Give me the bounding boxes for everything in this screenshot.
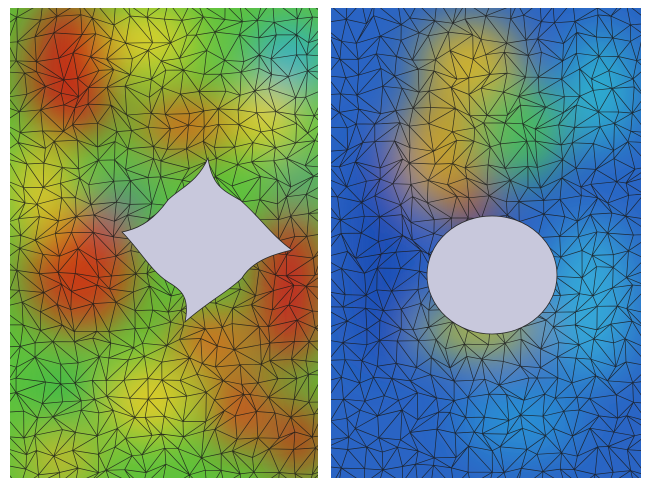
left-panel xyxy=(10,8,318,478)
hole xyxy=(426,215,558,335)
hole xyxy=(121,156,293,324)
right-panel xyxy=(331,8,641,478)
